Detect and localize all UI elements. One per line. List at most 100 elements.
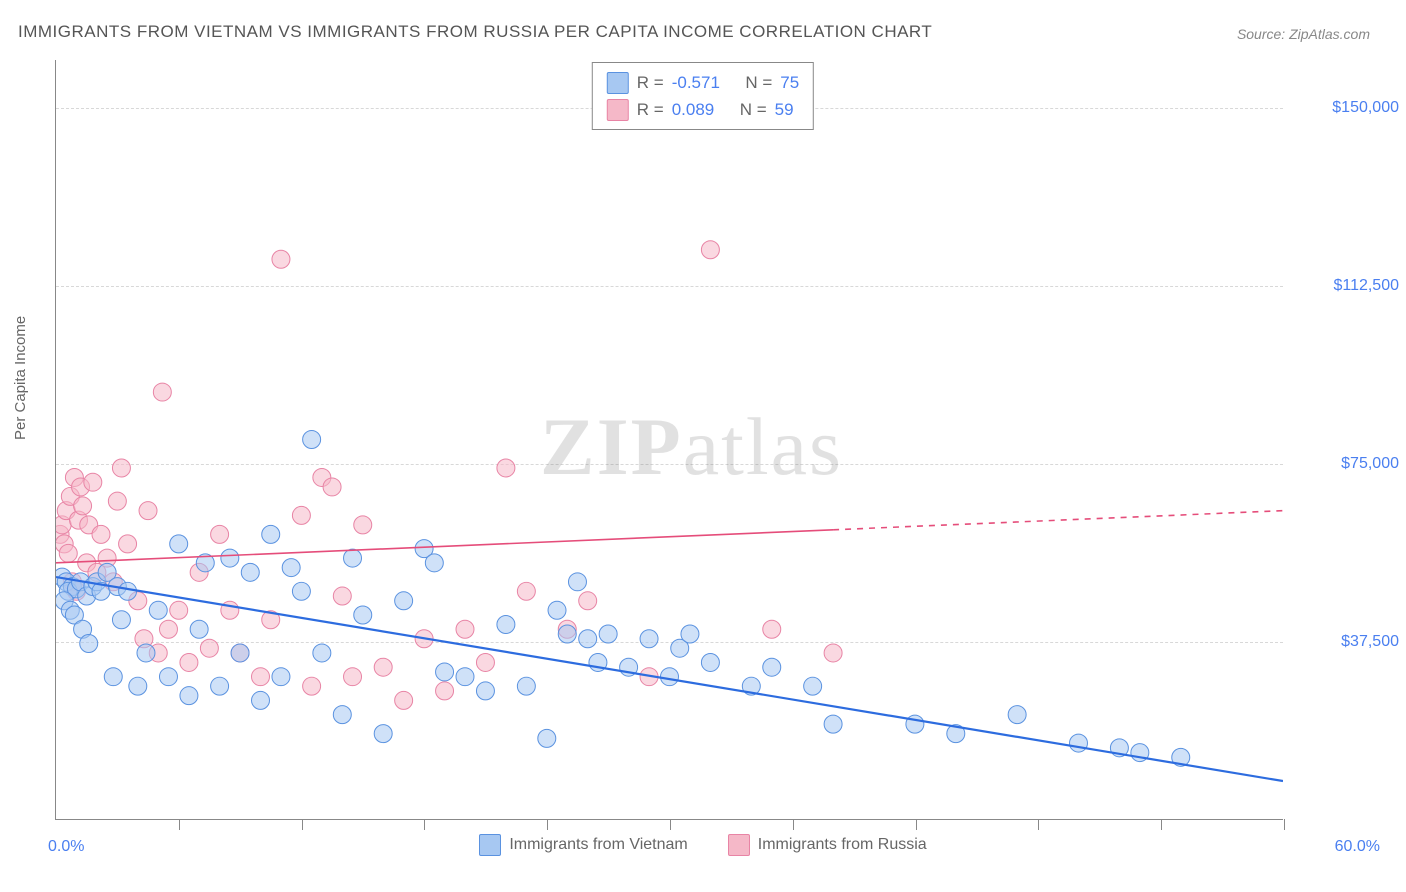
data-point [272, 250, 290, 268]
correlation-row-1: R = 0.089 N = 59 [607, 96, 799, 123]
data-point [456, 668, 474, 686]
data-point [59, 544, 77, 562]
y-tick-label: $112,500 [1289, 277, 1399, 295]
x-tick [1284, 819, 1285, 830]
data-point [119, 535, 137, 553]
data-point [292, 506, 310, 524]
data-point [558, 625, 576, 643]
data-point [170, 535, 188, 553]
data-point [200, 639, 218, 657]
legend-swatch-1 [728, 834, 750, 856]
data-point [640, 630, 658, 648]
correlation-row-0: R = -0.571 N = 75 [607, 69, 799, 96]
data-point [211, 677, 229, 695]
data-point [568, 573, 586, 591]
y-tick-label: $37,500 [1289, 633, 1399, 651]
data-point [395, 592, 413, 610]
y-tick-label: $75,000 [1289, 455, 1399, 473]
data-point [149, 601, 167, 619]
data-point [112, 459, 130, 477]
data-point [763, 658, 781, 676]
data-point [272, 668, 290, 686]
swatch-series-0 [607, 72, 629, 94]
legend-label-1: Immigrants from Russia [758, 836, 927, 854]
data-point [262, 525, 280, 543]
data-point [763, 620, 781, 638]
data-point [303, 431, 321, 449]
data-point [517, 582, 535, 600]
data-point [374, 658, 392, 676]
data-point [517, 677, 535, 695]
n-value-1: 59 [775, 96, 794, 123]
data-point [211, 525, 229, 543]
data-point [92, 525, 110, 543]
data-point [436, 682, 454, 700]
trend-line-dashed [833, 511, 1283, 530]
n-label-0: N = [745, 69, 772, 96]
data-point [80, 634, 98, 652]
data-point [579, 630, 597, 648]
data-point [104, 668, 122, 686]
data-point [153, 383, 171, 401]
data-point [252, 691, 270, 709]
data-point [221, 549, 239, 567]
data-point [497, 616, 515, 634]
x-tick [302, 819, 303, 830]
n-value-0: 75 [780, 69, 799, 96]
data-point [129, 677, 147, 695]
x-tick [424, 819, 425, 830]
trend-line [56, 577, 1283, 781]
data-point [303, 677, 321, 695]
swatch-series-1 [607, 99, 629, 121]
data-point [374, 725, 392, 743]
data-point [681, 625, 699, 643]
data-point [538, 729, 556, 747]
data-point [476, 682, 494, 700]
data-point [333, 587, 351, 605]
r-value-0: -0.571 [672, 69, 720, 96]
chart-title: IMMIGRANTS FROM VIETNAM VS IMMIGRANTS FR… [18, 22, 932, 42]
data-point [84, 473, 102, 491]
data-point [344, 549, 362, 567]
legend-item-0: Immigrants from Vietnam [479, 834, 687, 856]
data-point [824, 644, 842, 662]
x-tick [179, 819, 180, 830]
data-point [74, 497, 92, 515]
data-point [599, 625, 617, 643]
data-point [180, 653, 198, 671]
data-point [119, 582, 137, 600]
data-point [159, 668, 177, 686]
data-point [395, 691, 413, 709]
x-tick [670, 819, 671, 830]
data-point [804, 677, 822, 695]
data-point [282, 559, 300, 577]
data-point [313, 644, 331, 662]
data-point [701, 653, 719, 671]
data-point [333, 706, 351, 724]
data-point [231, 644, 249, 662]
r-value-1: 0.089 [672, 96, 715, 123]
data-point [252, 668, 270, 686]
scatter-svg [56, 60, 1283, 819]
data-point [354, 516, 372, 534]
data-point [354, 606, 372, 624]
legend-label-0: Immigrants from Vietnam [509, 836, 687, 854]
data-point [112, 611, 130, 629]
data-point [1070, 734, 1088, 752]
x-tick [1161, 819, 1162, 830]
data-point [436, 663, 454, 681]
data-point [180, 687, 198, 705]
x-tick [547, 819, 548, 830]
data-point [323, 478, 341, 496]
n-label-1: N = [740, 96, 767, 123]
data-point [1008, 706, 1026, 724]
data-point [701, 241, 719, 259]
data-point [344, 668, 362, 686]
y-axis-title: Per Capita Income [12, 316, 29, 440]
data-point [139, 502, 157, 520]
x-tick [1038, 819, 1039, 830]
data-point [108, 492, 126, 510]
data-point [579, 592, 597, 610]
legend-swatch-0 [479, 834, 501, 856]
data-point [425, 554, 443, 572]
